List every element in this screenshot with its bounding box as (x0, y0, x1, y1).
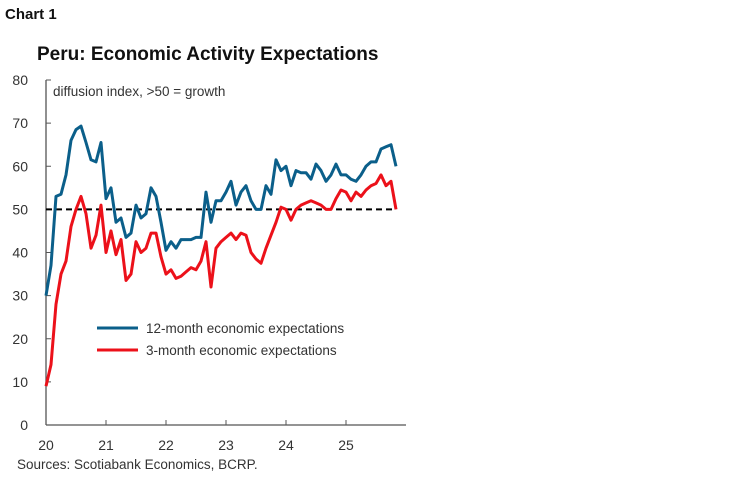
series-line-12-month (44, 124, 398, 296)
x-tick-label: 23 (218, 437, 234, 453)
x-tick-label: 21 (98, 437, 114, 453)
y-tick-label: 20 (12, 331, 28, 347)
y-tick-label: 60 (12, 158, 28, 174)
source-note: Sources: Scotiabank Economics, BCRP. (17, 457, 258, 472)
legend-label-12-month: 12-month economic expectations (146, 321, 344, 336)
chart-title: Peru: Economic Activity Expectations (37, 44, 379, 65)
x-tick-label: 20 (38, 437, 54, 453)
y-tick-label: 30 (12, 288, 28, 304)
chart-label: Chart 1 (5, 6, 57, 23)
y-tick-label: 10 (12, 374, 28, 390)
series-line-3-month (44, 173, 398, 387)
y-tick-label: 70 (12, 115, 28, 131)
x-tick-label: 22 (158, 437, 174, 453)
y-tick-label: 0 (20, 417, 28, 433)
y-tick-label: 80 (12, 72, 28, 88)
y-tick-label: 40 (12, 245, 28, 261)
legend-label-3-month: 3-month economic expectations (146, 343, 337, 358)
x-tick-label: 25 (338, 437, 354, 453)
x-tick-label: 24 (278, 437, 294, 453)
legend: 12-month economic expectations 3-month e… (97, 321, 344, 358)
y-tick-label: 50 (12, 201, 28, 217)
y-axis-label: diffusion index, >50 = growth (53, 84, 225, 99)
